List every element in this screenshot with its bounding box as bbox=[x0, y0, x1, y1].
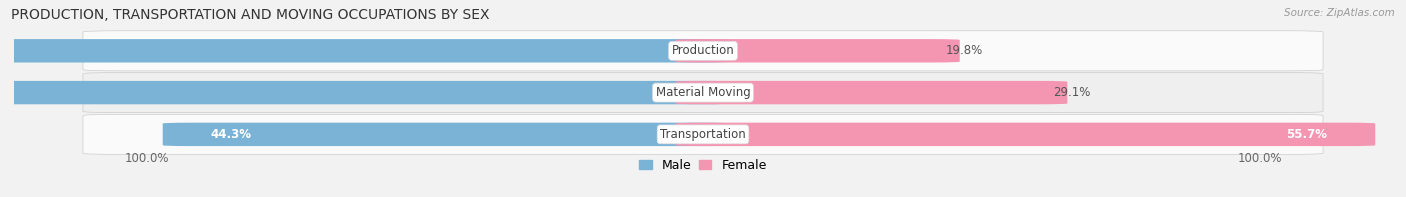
Text: 19.8%: 19.8% bbox=[946, 44, 983, 57]
FancyBboxPatch shape bbox=[0, 81, 731, 104]
FancyBboxPatch shape bbox=[83, 31, 1323, 71]
Legend: Male, Female: Male, Female bbox=[640, 159, 766, 172]
Text: Production: Production bbox=[672, 44, 734, 57]
FancyBboxPatch shape bbox=[83, 72, 1323, 113]
Text: Transportation: Transportation bbox=[661, 128, 745, 141]
Text: 100.0%: 100.0% bbox=[124, 152, 169, 165]
Text: Material Moving: Material Moving bbox=[655, 86, 751, 99]
FancyBboxPatch shape bbox=[163, 123, 731, 146]
Text: 55.7%: 55.7% bbox=[1286, 128, 1327, 141]
FancyBboxPatch shape bbox=[675, 39, 960, 62]
FancyBboxPatch shape bbox=[83, 114, 1323, 154]
FancyBboxPatch shape bbox=[0, 39, 731, 62]
Text: Source: ZipAtlas.com: Source: ZipAtlas.com bbox=[1284, 8, 1395, 18]
FancyBboxPatch shape bbox=[675, 81, 1067, 104]
Text: 44.3%: 44.3% bbox=[211, 128, 252, 141]
Text: 29.1%: 29.1% bbox=[1053, 86, 1091, 99]
Text: PRODUCTION, TRANSPORTATION AND MOVING OCCUPATIONS BY SEX: PRODUCTION, TRANSPORTATION AND MOVING OC… bbox=[11, 8, 489, 22]
FancyBboxPatch shape bbox=[675, 123, 1375, 146]
Text: 100.0%: 100.0% bbox=[1237, 152, 1282, 165]
